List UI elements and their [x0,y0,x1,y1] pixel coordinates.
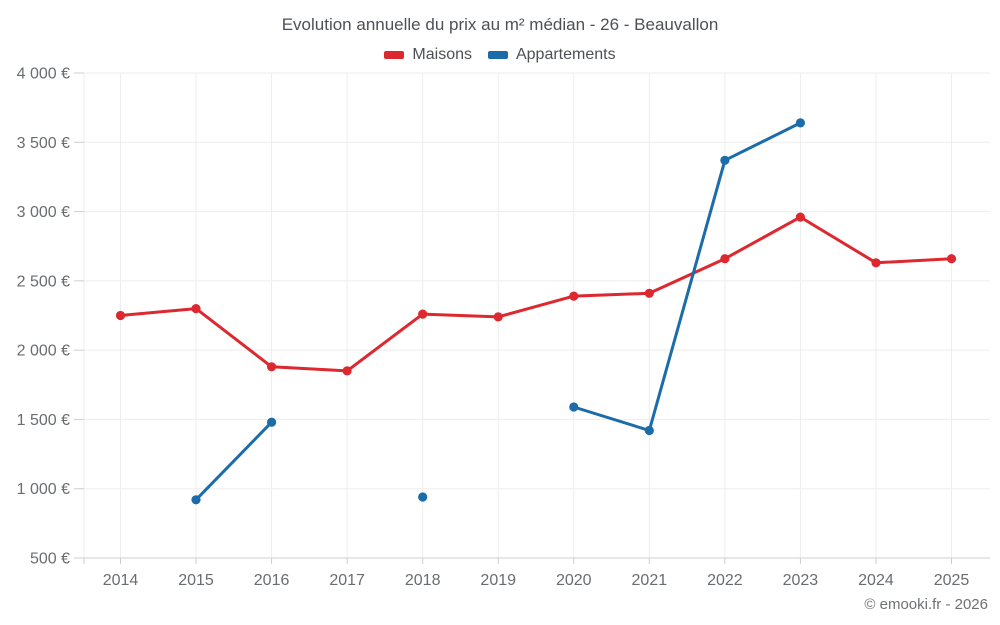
chart-legend: Maisons Appartements [0,46,1000,64]
x-tick-label: 2025 [934,572,970,589]
data-point-appartements-2022 [720,155,730,165]
data-point-maisons-2021 [644,288,654,298]
y-tick-label: 3 000 € [17,204,70,221]
x-tick-label: 2017 [329,572,365,589]
x-tick-label: 2015 [178,572,214,589]
data-point-maisons-2017 [342,366,352,376]
data-point-appartements-2021 [644,425,654,436]
data-point-maisons-2015 [191,304,201,314]
x-tick-label: 2014 [103,572,139,589]
series-line-appartements [194,121,802,502]
data-point-appartements-2018 [418,492,428,502]
legend-label-maisons: Maisons [412,46,472,63]
legend-swatch-maisons [384,51,405,59]
data-point-appartements-2023 [795,118,806,128]
x-tick-label: 2021 [632,572,668,589]
y-tick-label: 1 000 € [17,481,70,498]
data-point-maisons-2025 [946,254,957,264]
legend-label-appartements: Appartements [515,46,616,63]
data-point-appartements-2016 [267,417,277,427]
x-tick-label: 2016 [254,572,290,589]
x-tick-label: 2024 [858,572,894,589]
data-point-maisons-2024 [871,258,881,268]
chart-title: Evolution annuelle du prix au m² médian … [281,15,719,34]
y-tick-label: 500 € [30,551,70,568]
legend-item-appartements[interactable]: Appartements [487,46,616,64]
data-point-maisons-2014 [115,310,126,321]
copyright-text: © emooki.fr - 2026 [864,596,988,613]
y-tick-label: 2 500 € [17,273,70,290]
y-tick-label: 1 500 € [17,412,70,429]
y-tick-label: 2 000 € [17,343,70,360]
y-tick-label: 3 500 € [17,135,70,152]
data-point-maisons-2018 [418,309,428,319]
x-tick-label: 2022 [707,572,743,589]
data-point-maisons-2019 [493,312,503,322]
x-tick-label: 2023 [783,572,819,589]
data-point-maisons-2022 [720,254,730,264]
data-point-maisons-2023 [795,212,806,222]
series-line-maisons [119,215,953,373]
data-point-appartements-2015 [191,495,201,505]
data-point-maisons-2016 [267,362,277,372]
legend-item-maisons[interactable]: Maisons [384,46,472,64]
legend-swatch-appartements [487,51,508,59]
x-tick-label: 2020 [556,572,592,589]
data-point-appartements-2020 [569,402,579,412]
y-tick-label: 4 000 € [17,66,70,83]
x-tick-label: 2019 [480,572,516,589]
x-tick-label: 2018 [405,572,441,589]
data-point-maisons-2020 [569,291,579,301]
